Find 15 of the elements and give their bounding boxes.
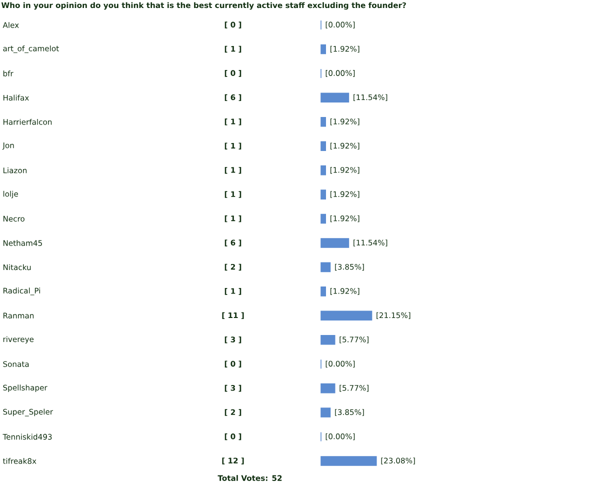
bar bbox=[320, 190, 326, 200]
bar bbox=[320, 214, 326, 224]
bar bbox=[320, 262, 331, 272]
bar bbox=[320, 44, 326, 54]
bar bbox=[320, 456, 377, 466]
bar bbox=[320, 238, 350, 248]
bar bbox=[320, 92, 350, 103]
bar bbox=[320, 334, 336, 345]
bar bbox=[320, 116, 326, 127]
bar bbox=[320, 408, 331, 418]
bar bbox=[320, 383, 336, 394]
bar bbox=[320, 286, 326, 296]
bar bbox=[320, 141, 326, 152]
bar bbox=[320, 310, 372, 321]
bar bbox=[320, 165, 326, 176]
